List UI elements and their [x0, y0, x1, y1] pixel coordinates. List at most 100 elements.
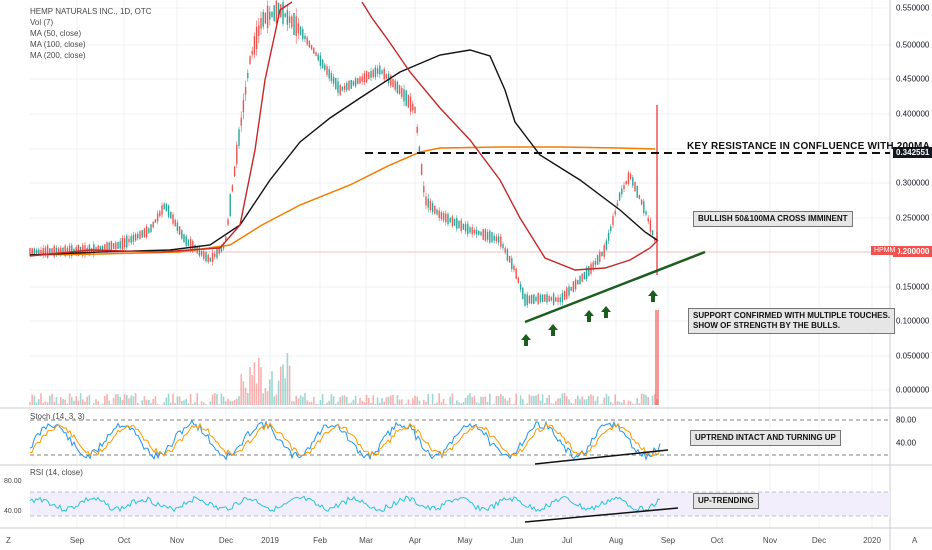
candle-body [321, 59, 324, 69]
volume-bar [286, 353, 289, 405]
candle-body [185, 236, 187, 246]
volume-bar [181, 400, 183, 405]
candle-body [381, 70, 383, 74]
volume-bar [93, 403, 95, 405]
candle-body [405, 90, 407, 106]
rsi-annotation[interactable]: UP-TRENDING [693, 493, 759, 509]
rsi-title[interactable]: RSI (14, close) [30, 468, 83, 477]
candle-body [592, 262, 594, 270]
ma50-line [29, 1, 659, 271]
rsi-trendline[interactable] [524, 507, 679, 523]
candle-body [368, 72, 370, 79]
candle-body [66, 248, 69, 254]
candle-body [559, 297, 561, 303]
volume-bar [29, 402, 31, 405]
candle-body [139, 231, 141, 239]
candle-body [161, 205, 163, 215]
candle-body [539, 295, 542, 302]
legend-ma200[interactable]: MA (200, close) [30, 51, 86, 60]
symbol-title[interactable]: HEMP NATURALS INC., 1D, OTC [30, 7, 152, 16]
volume-bar [339, 397, 341, 405]
volume-bar [409, 403, 412, 405]
volume-bar [502, 396, 504, 405]
volume-bar [537, 393, 539, 405]
candle-body [330, 73, 333, 82]
stoch-level-label: 40.00 [896, 438, 917, 448]
volume-bar [577, 395, 579, 405]
volume-bar [427, 394, 429, 405]
volume-bar [528, 394, 531, 405]
candle-body [75, 247, 77, 254]
stoch-annotation[interactable]: UPTREND INTACT AND TURNING UP [690, 430, 841, 446]
legend-ma100[interactable]: MA (100, close) [30, 40, 86, 49]
volume-bar [49, 395, 51, 405]
stoch-title[interactable]: Stoch (14, 3, 3) [30, 412, 85, 421]
corner-label-left[interactable]: Z [6, 536, 11, 545]
cross-annotation[interactable]: BULLISH 50&100MA CROSS IMMINENT [693, 211, 853, 227]
candle-body [280, 4, 282, 18]
candle-body [627, 172, 630, 184]
candle-body [511, 258, 513, 270]
volume-bar [218, 404, 220, 405]
rsi-level-label: 80.00 [4, 478, 22, 485]
candle-body [264, 12, 267, 24]
volume-bar [651, 395, 654, 405]
legend-ma50[interactable]: MA (50, close) [30, 29, 82, 38]
candle-body [390, 75, 392, 87]
volume-bar [321, 394, 324, 405]
support-trendline[interactable] [524, 250, 706, 324]
legend-vol[interactable]: Vol (7) [30, 18, 54, 27]
corner-label-right[interactable]: A [912, 536, 918, 545]
candle-body [172, 214, 174, 224]
time-label: 2019 [261, 536, 279, 545]
candle-body [506, 249, 509, 261]
candle-body [132, 234, 135, 242]
stoch-trendline[interactable] [534, 449, 669, 465]
support-annotation-line: SUPPORT CONFIRMED WITH MULTIPLE TOUCHES. [693, 311, 891, 320]
resistance-annotation[interactable]: KEY RESISTANCE IN CONFLUENCE WITH 200MA [687, 141, 931, 152]
candle-body [346, 83, 348, 91]
volume-bar [112, 397, 115, 405]
candle-body [262, 11, 264, 27]
candle-body [398, 85, 401, 94]
volume-bar [293, 401, 295, 405]
volume-bar [634, 404, 636, 405]
volume-bar [453, 403, 456, 405]
candle-body [62, 247, 64, 254]
candle-body [616, 202, 619, 207]
volume-bar [482, 396, 484, 405]
volume-bar [379, 402, 381, 405]
up-arrow-icon [601, 306, 611, 318]
candle-body [203, 251, 205, 259]
volume-bar [478, 403, 480, 405]
candle-body [638, 195, 641, 199]
time-label: Mar [359, 536, 373, 545]
volume-bar [530, 395, 533, 405]
candle-body [293, 13, 295, 35]
candle-body [464, 224, 467, 232]
candle-body [57, 248, 60, 254]
candle-body [456, 218, 458, 229]
volume-bar [460, 403, 462, 405]
volume-bar [632, 403, 634, 405]
candle-body [475, 229, 478, 235]
candle-body [170, 211, 172, 219]
candle-body [607, 232, 610, 241]
support-annotation[interactable]: SUPPORT CONFIRMED WITH MULTIPLE TOUCHES.… [688, 308, 896, 334]
price-label: 0.450000 [896, 74, 930, 84]
volume-bar [106, 393, 108, 405]
volume-bar [438, 393, 440, 405]
volume-bar [130, 395, 132, 405]
candle-body [401, 87, 403, 97]
candle-body [260, 17, 262, 29]
volume-bar [544, 402, 546, 405]
candle-body [145, 226, 148, 238]
volume-bar [295, 395, 297, 405]
volume-bar [33, 395, 36, 405]
candle-body [643, 201, 645, 214]
volume-bar [621, 402, 623, 405]
candle-body [445, 213, 447, 223]
candle-body [482, 229, 484, 240]
candle-body [249, 55, 251, 65]
